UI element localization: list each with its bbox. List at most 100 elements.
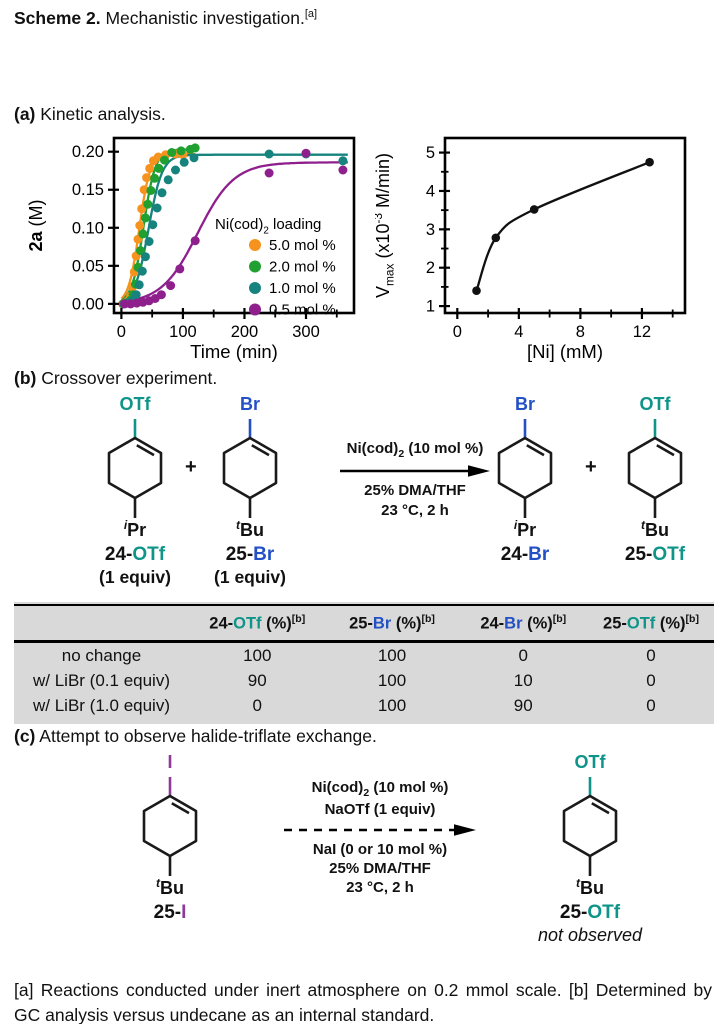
substituent-bottom-label: iPr: [513, 518, 537, 540]
cyclohexene-ring: [142, 777, 198, 876]
kinetic-analysis-charts: 0 100 200 300 0.00 0.05 0.10 0.15 0.20 Time (min)…: [22, 130, 712, 362]
svg-text:2a (M): 2a (M): [26, 199, 46, 251]
table-cell: 0: [646, 645, 656, 665]
section-b-label: (b) Crossover experiment.: [14, 368, 218, 388]
substituent-bottom-label: tBu: [641, 518, 669, 540]
reaction-conditions: NaI (0 or 10 mol %) 25% DMA/THF 23 °C, 2 h: [312, 840, 448, 896]
row-label: no change: [61, 645, 142, 665]
table-header-cell: 25-Br (%)[b]: [349, 612, 435, 633]
cyclohexene-ring: [107, 419, 163, 518]
reaction-conditions: Ni(cod)2 (10 mol %) NaOTf (1 equiv): [311, 779, 449, 819]
svg-text:0: 0: [117, 323, 126, 341]
compound-name: 25-I: [153, 902, 187, 923]
svg-text:Vmax (x10-3 M/min): Vmax (x10-3 M/min): [375, 153, 397, 298]
table-cell: 90: [247, 670, 267, 690]
crossover-table-wrap: 24-OTf (%)[b] 25-Br (%)[b] 24-Br (%)[b] 25-…: [14, 602, 714, 724]
cyclohexene-ring: [562, 777, 618, 876]
svg-text:200: 200: [231, 323, 259, 341]
table-row: w/ LiBr (0.1 equiv) 90 100 10 0: [14, 668, 714, 693]
reaction-conditions: 25% DMA/THF 23 °C, 2 h: [364, 482, 466, 519]
svg-text:4: 4: [426, 182, 435, 200]
compound-name: 24-OTf: [104, 544, 166, 565]
not-observed-note: not observed: [537, 925, 643, 945]
svg-text:Time (min): Time (min): [190, 341, 278, 362]
section-c-label: (c) Attempt to observe halide-triflate e…: [14, 726, 377, 746]
table-header-cell: 25-OTf (%)[b]: [603, 612, 699, 633]
table-cell: 90: [513, 695, 533, 715]
svg-text:2.0 mol %: 2.0 mol %: [269, 259, 336, 276]
table-cell: 0: [646, 670, 656, 690]
table-cell: 100: [377, 645, 407, 665]
table-cell: 100: [377, 670, 407, 690]
svg-text:Ni(cod)2 loading: Ni(cod)2 loading: [215, 216, 321, 237]
reaction-arrow: [340, 465, 490, 478]
scheme-number: Scheme 2.: [14, 8, 101, 28]
reaction-arrow-c: Ni(cod)2 (10 mol %) NaOTf (1 equiv) NaI (0…: [280, 778, 480, 897]
equiv-label: (1 equiv): [214, 567, 286, 587]
table-cell: 10: [513, 670, 533, 690]
dashed-reaction-arrow: [284, 823, 476, 836]
svg-text:0.10: 0.10: [72, 219, 104, 237]
structure-25-br: Br tBu 25-Br (1 equiv): [200, 394, 300, 588]
svg-text:1.0 mol %: 1.0 mol %: [269, 280, 336, 297]
structure-24-otf: OTf iPr 24-OTf (1 equiv): [85, 394, 185, 588]
svg-text:[Ni] (mM): [Ni] (mM): [527, 341, 603, 362]
table-header-row: 24-OTf (%)[b] 25-Br (%)[b] 24-Br (%)[b] 25-…: [14, 605, 714, 642]
table-cell: 0: [252, 695, 262, 715]
substituent-top-label: OTf: [574, 752, 606, 772]
svg-text:5.0 mol %: 5.0 mol %: [269, 237, 336, 254]
cyclohexene-ring: [497, 419, 553, 518]
footnote: [a] Reactions conducted under inert atmo…: [14, 980, 712, 1024]
reaction-conditions: Ni(cod)2 (10 mol %): [346, 440, 484, 460]
substituent-bottom-label: tBu: [236, 518, 264, 540]
structure-24-br: Br iPr 24-Br: [475, 394, 575, 566]
svg-text:2: 2: [426, 259, 435, 277]
plus-sign: +: [185, 456, 197, 478]
svg-text:8: 8: [576, 323, 585, 341]
substituent-top-label: I: [167, 752, 173, 772]
kinetics-time-course-chart: 0 100 200 300 0.00 0.05 0.10 0.15 0.20 Time (min)…: [26, 136, 356, 362]
compound-name: 25-Br: [225, 544, 275, 565]
section-a-label: (a) Kinetic analysis.: [14, 104, 166, 124]
table-header-cell: 24-Br (%)[b]: [480, 612, 567, 633]
svg-text:0.05: 0.05: [72, 257, 104, 275]
cyclohexene-ring: [222, 419, 278, 518]
svg-text:0.5 mol %: 0.5 mol %: [269, 302, 336, 319]
compound-name: 25-OTf: [624, 544, 686, 565]
row-label: w/ LiBr (1.0 equiv): [33, 695, 170, 715]
substituent-top-label: Br: [239, 394, 260, 414]
table-cell: 100: [377, 695, 407, 715]
table-header-cell: 24-OTf (%)[b]: [209, 612, 306, 633]
table-cell: 0: [518, 645, 528, 665]
substituent-bottom-label: tBu: [156, 876, 184, 898]
crossover-results-table: 24-OTf (%)[b] 25-Br (%)[b] 24-Br (%)[b] 25-…: [14, 604, 714, 718]
substituent-top-label: OTf: [639, 394, 671, 414]
svg-text:0.15: 0.15: [72, 181, 104, 199]
scheme-title-footmark: [a]: [304, 8, 318, 21]
crossover-reaction-scheme: OTf iPr 24-OTf (1 equiv) + Br tBu 25-Br (1 equ…: [14, 394, 712, 600]
table-header-cell: [14, 605, 189, 642]
substituent-top-label: OTf: [119, 394, 151, 414]
svg-text:300: 300: [292, 323, 320, 341]
svg-text:5: 5: [426, 144, 435, 162]
reaction-arrow-b: Ni(cod)2 (10 mol %) 25% DMA/THF 23 °C, 2 h: [330, 439, 500, 520]
cyclohexene-ring: [627, 419, 683, 518]
svg-text:0.20: 0.20: [72, 143, 104, 161]
svg-text:0.00: 0.00: [72, 295, 104, 313]
compound-name: 24-Br: [500, 544, 550, 565]
equiv-label: (1 equiv): [99, 567, 171, 587]
table-cell: 0: [646, 695, 656, 715]
svg-text:100: 100: [169, 323, 197, 341]
svg-text:12: 12: [633, 323, 651, 341]
substituent-bottom-label: iPr: [123, 518, 147, 540]
table-cell: 100: [243, 645, 272, 665]
table-row: no change 100 100 0 0: [14, 642, 714, 669]
row-label: w/ LiBr (0.1 equiv): [33, 670, 170, 690]
compound-name: 25-OTf: [559, 902, 621, 923]
svg-text:4: 4: [514, 323, 523, 341]
substituent-bottom-label: tBu: [576, 876, 604, 898]
